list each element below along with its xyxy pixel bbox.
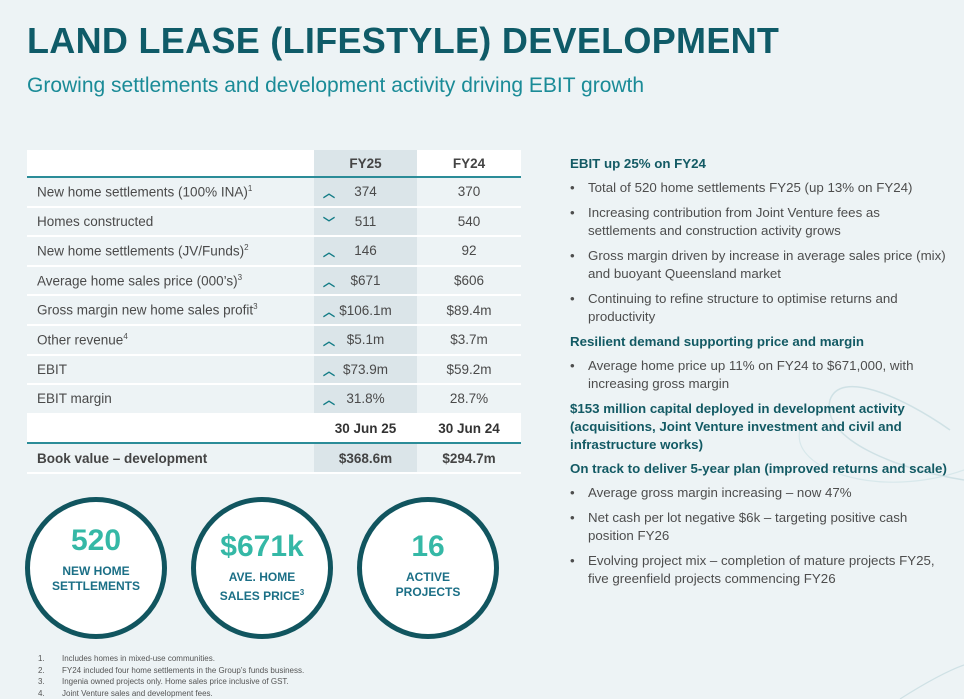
bullet-item: Total of 520 home settlements FY25 (up 1… <box>570 179 950 197</box>
commentary: EBIT up 25% on FY24 Total of 520 home set… <box>570 155 950 595</box>
fy24-value: $89.4m <box>417 295 521 326</box>
date-fy24: 30 Jun 24 <box>417 412 521 445</box>
bullet-item: Evolving project mix – completion of mat… <box>570 552 950 588</box>
header-fy25: FY25 <box>314 150 417 178</box>
book-value-row: Book value – development $368.6m $294.7m <box>27 443 521 474</box>
row-label: EBIT <box>27 354 314 386</box>
bullet-list: Total of 520 home settlements FY25 (up 1… <box>570 179 950 326</box>
table-header-row: FY25 FY24 <box>27 150 521 178</box>
fy24-value: 92 <box>417 236 521 267</box>
header-fy24: FY24 <box>417 150 521 178</box>
fy25-value: $368.6m <box>314 443 417 474</box>
table-row: Other revenue4 ︿ $5.1m $3.7m <box>27 324 521 356</box>
chevron-up-icon: ︿ <box>323 186 336 201</box>
chevron-up-icon: ︿ <box>323 334 336 349</box>
row-label: New home settlements (JV/Funds)2 <box>27 236 314 267</box>
footnote: 4. Joint Venture sales and development fe… <box>38 688 213 698</box>
chevron-up-icon: ︿ <box>323 393 336 408</box>
stat-value: $671k <box>220 530 304 563</box>
table-row: New home settlements (100% INA)1 ︿ 374 370 <box>27 177 521 208</box>
table-row: Average home sales price (000’s)3 ︿ $671 $6… <box>27 265 521 297</box>
date-blank <box>27 412 314 445</box>
chevron-up-icon: ︿ <box>323 363 336 378</box>
fy25-value: ︿ $5.1m <box>314 324 417 356</box>
stat-value: 520 <box>70 524 122 557</box>
row-label: Other revenue4 <box>27 324 314 356</box>
fy25-value: ︿ 146 <box>314 236 417 267</box>
chevron-down-icon: ﹀ <box>323 215 336 230</box>
fy24-value: $3.7m <box>417 324 521 356</box>
footnote: 1. Includes homes in mixed-use communitie… <box>38 654 215 663</box>
row-label: Gross margin new home sales profit3 <box>27 295 314 326</box>
row-label: EBIT margin <box>27 384 314 415</box>
fy25-value: ︿ $671 <box>314 265 417 297</box>
section-heading: EBIT up 25% on FY24 <box>570 156 706 171</box>
page-title: LAND LEASE (LIFESTYLE) DEVELOPMENT <box>27 20 780 61</box>
stat-label: AVE. HOME SALES PRICE3 <box>219 570 305 603</box>
table-row: Gross margin new home sales profit3 ︿ $106… <box>27 295 521 326</box>
stat-circle: 520 NEW HOME SETTLEMENTS <box>25 497 167 639</box>
fy25-value: ︿ $73.9m <box>314 354 417 386</box>
footnote: 2. FY24 included four home settlements in… <box>38 665 305 675</box>
table-row: EBIT margin ︿ 31.8% 28.7% <box>27 384 521 415</box>
stat-circle: 16 ACTIVE PROJECTS <box>357 497 499 639</box>
bullet-item: Net cash per lot negative $6k – targetin… <box>570 509 950 545</box>
bullet-list: Average home price up 11% on FY24 to $67… <box>570 357 950 393</box>
stat-label: ACTIVE PROJECTS <box>395 570 461 599</box>
section-heading: On track to deliver 5-year plan (improve… <box>570 461 947 476</box>
bullet-list: Average gross margin increasing – now 47… <box>570 484 950 588</box>
fy25-value: ︿ $106.1m <box>314 295 417 326</box>
stat-label: NEW HOME SETTLEMENTS <box>51 564 140 593</box>
bullet-item: Average home price up 11% on FY24 to $67… <box>570 357 950 393</box>
fy24-value: $606 <box>417 265 521 297</box>
section-heading: Resilient demand supporting price and ma… <box>570 334 865 349</box>
bullet-item: Average gross margin increasing – now 47… <box>570 484 950 502</box>
fy24-value: 540 <box>417 206 521 238</box>
fy24-value: $59.2m <box>417 354 521 386</box>
page-subtitle: Growing settlements and development acti… <box>27 74 645 97</box>
table-row: New home settlements (JV/Funds)2 ︿ 146 92 <box>27 236 521 267</box>
table-row: EBIT ︿ $73.9m $59.2m <box>27 354 521 386</box>
stat-circle: $671k AVE. HOME SALES PRICE3 <box>191 497 333 639</box>
bullet-item: Continuing to refine structure to optimi… <box>570 290 950 326</box>
date-header-row: 30 Jun 25 30 Jun 24 <box>27 412 521 445</box>
footnotes: 1. Includes homes in mixed-use communitie… <box>38 653 304 699</box>
fy24-value: $294.7m <box>417 443 521 474</box>
fy25-value: ﹀ 511 <box>314 206 417 238</box>
table-row: Homes constructed ﹀ 511 540 <box>27 206 521 238</box>
chevron-up-icon: ︿ <box>323 245 336 260</box>
fy25-value: ︿ 374 <box>314 177 417 208</box>
bullet-item: Increasing contribution from Joint Ventu… <box>570 204 950 240</box>
fy24-value: 28.7% <box>417 384 521 415</box>
stat-value: 16 <box>411 530 445 563</box>
row-label: New home settlements (100% INA)1 <box>27 177 314 208</box>
fy24-value: 370 <box>417 177 521 208</box>
row-label: Book value – development <box>27 443 314 474</box>
bullet-item: Gross margin driven by increase in avera… <box>570 247 950 283</box>
section-heading: $153 million capital deployed in develop… <box>570 401 905 452</box>
date-fy25: 30 Jun 25 <box>314 412 417 445</box>
footnote: 3. Ingenia owned projects only. Home sale… <box>38 677 289 686</box>
header-blank <box>27 150 314 178</box>
row-label: Homes constructed <box>27 206 314 238</box>
chevron-up-icon: ︿ <box>323 304 336 319</box>
chevron-up-icon: ︿ <box>323 275 336 290</box>
fy25-value: ︿ 31.8% <box>314 384 417 415</box>
financial-table: FY25 FY24 New home settlements (100% INA)1… <box>27 150 521 474</box>
row-label: Average home sales price (000’s)3 <box>27 265 314 297</box>
